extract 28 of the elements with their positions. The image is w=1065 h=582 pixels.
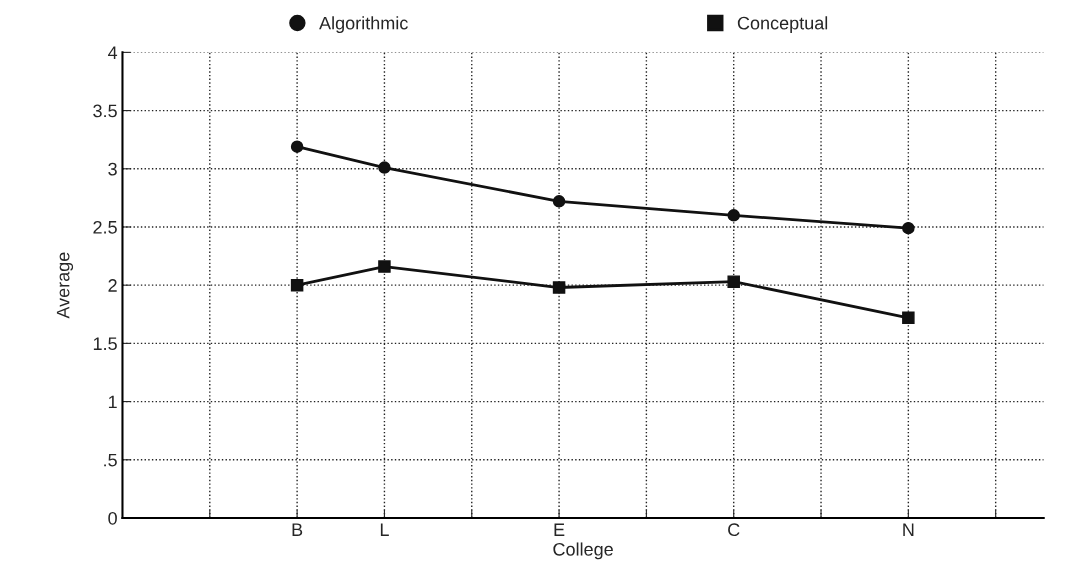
- point: [552, 195, 566, 208]
- point: [727, 209, 740, 222]
- y-tick-label: .5: [104, 453, 117, 467]
- y-tick-label: 4: [107, 46, 118, 59]
- legend-label: Conceptual: [737, 16, 828, 34]
- y-tick-label: 2.5: [93, 220, 117, 234]
- point: [902, 311, 915, 325]
- x-tick-label: E: [554, 523, 565, 536]
- x-tick-label: N: [903, 523, 914, 536]
- point: [552, 281, 566, 294]
- x-tick-label: B: [292, 523, 303, 536]
- x-axis-title: College: [553, 542, 613, 560]
- point: [378, 161, 391, 174]
- point: [378, 260, 391, 273]
- x-tick-label: L: [380, 523, 389, 536]
- y-tick-label: 3: [108, 162, 117, 176]
- point: [727, 275, 740, 288]
- y-tick-label: 0: [108, 511, 117, 525]
- y-tick-label: 1.5: [93, 337, 117, 351]
- point: [290, 140, 304, 153]
- y-tick-label: 2: [108, 279, 117, 292]
- x-tick-label: C: [728, 523, 740, 537]
- y-tick-label: 1: [108, 395, 117, 409]
- point: [902, 221, 915, 235]
- point: [290, 278, 304, 292]
- legend-label: Algorithmic: [319, 16, 408, 34]
- y-axis-title: Average: [56, 252, 74, 319]
- y-tick-label: 3.5: [93, 104, 117, 118]
